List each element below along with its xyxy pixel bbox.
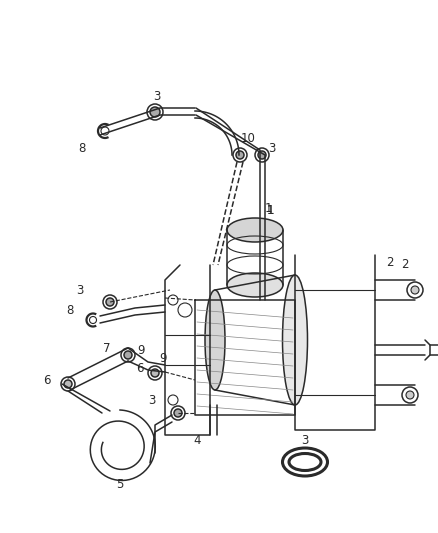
Text: 1: 1 <box>266 204 274 216</box>
Text: 8: 8 <box>78 141 86 155</box>
Ellipse shape <box>205 290 225 390</box>
Circle shape <box>402 387 418 403</box>
Circle shape <box>255 148 269 162</box>
Text: 6: 6 <box>43 374 51 386</box>
Text: 2: 2 <box>386 255 394 269</box>
Text: 1: 1 <box>266 204 274 216</box>
Circle shape <box>61 377 75 391</box>
Circle shape <box>121 348 135 362</box>
Circle shape <box>147 104 163 120</box>
Text: 10: 10 <box>240 132 255 144</box>
Circle shape <box>407 282 423 298</box>
Circle shape <box>103 295 117 309</box>
Text: 3: 3 <box>76 284 84 296</box>
Ellipse shape <box>283 448 328 476</box>
Circle shape <box>406 391 414 399</box>
Text: 7: 7 <box>103 342 111 354</box>
Circle shape <box>168 395 178 405</box>
Circle shape <box>171 406 185 420</box>
Circle shape <box>236 151 244 159</box>
Text: 5: 5 <box>117 479 124 491</box>
Text: 8: 8 <box>66 303 74 317</box>
Circle shape <box>106 298 114 306</box>
Circle shape <box>148 366 162 380</box>
Circle shape <box>411 286 419 294</box>
Ellipse shape <box>283 275 307 405</box>
Circle shape <box>151 369 159 377</box>
Circle shape <box>258 151 266 159</box>
Text: 9: 9 <box>159 351 167 365</box>
Circle shape <box>150 107 160 117</box>
Text: 4: 4 <box>193 433 201 447</box>
Circle shape <box>168 295 178 305</box>
Text: 6: 6 <box>136 361 144 375</box>
Circle shape <box>64 380 72 388</box>
Circle shape <box>178 303 192 317</box>
Text: 3: 3 <box>148 393 155 407</box>
Ellipse shape <box>289 454 321 471</box>
Text: 2: 2 <box>401 259 409 271</box>
Circle shape <box>174 409 182 417</box>
Text: 3: 3 <box>301 433 309 447</box>
Circle shape <box>124 351 132 359</box>
Text: 3: 3 <box>268 141 276 155</box>
Text: 1: 1 <box>265 201 272 214</box>
Ellipse shape <box>227 218 283 242</box>
Text: 3: 3 <box>153 91 161 103</box>
Ellipse shape <box>227 273 283 297</box>
Circle shape <box>233 148 247 162</box>
Text: 9: 9 <box>138 343 145 357</box>
